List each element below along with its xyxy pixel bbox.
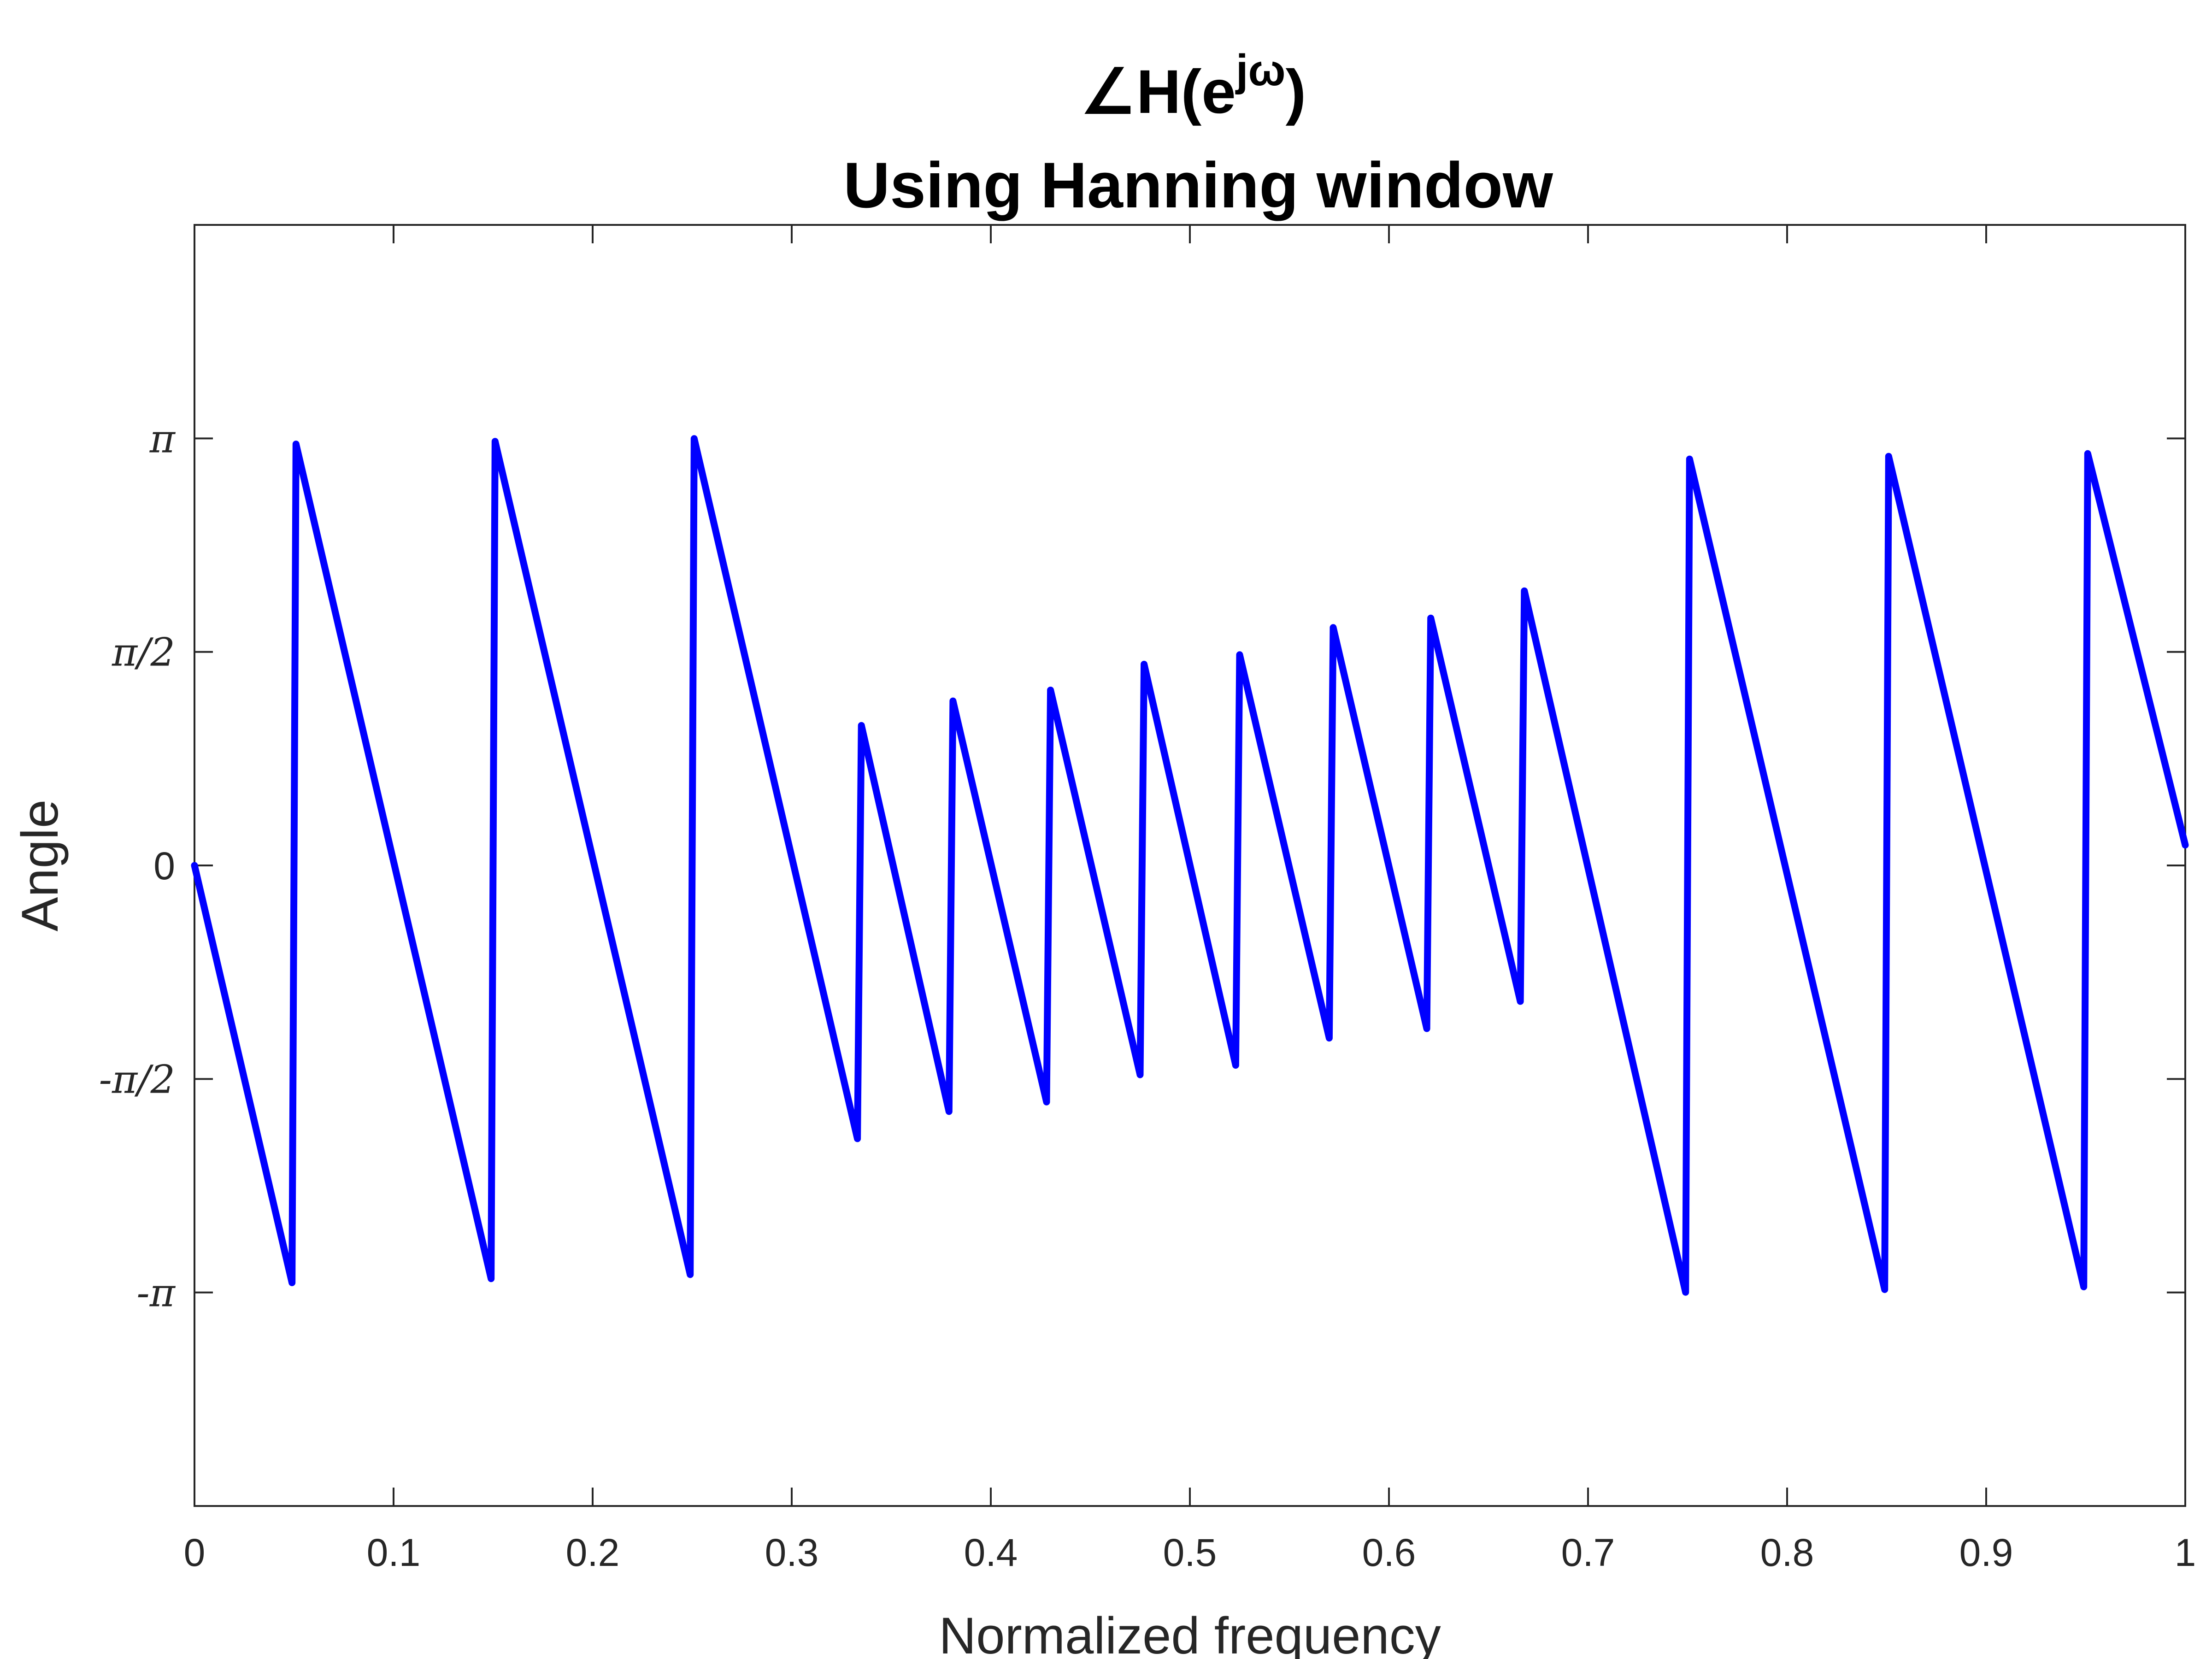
y-tick-label: 0: [153, 844, 175, 888]
y-tick-label: π: [149, 416, 176, 461]
x-tick-label: 1: [2175, 1531, 2196, 1574]
x-tick-label: 0.2: [566, 1531, 620, 1574]
x-tick-label: 0.4: [964, 1531, 1018, 1574]
phase-series-line: [191, 435, 2189, 1296]
chart-title-superscript: jω: [1235, 46, 1286, 95]
x-tick-label: 0.5: [1163, 1531, 1217, 1574]
x-tick-label: 0.7: [1561, 1531, 1615, 1574]
x-tick-label: 0.6: [1362, 1531, 1416, 1574]
x-tick-label: 0.8: [1760, 1531, 1814, 1574]
x-tick-label: 0.9: [1959, 1531, 2013, 1574]
y-tick-label: -π: [136, 1271, 176, 1316]
chart-title-line2: Using Hanning window: [843, 149, 1553, 221]
y-axis-ticks: -π -π/2 0 π/2 π: [99, 416, 2185, 1316]
chart-title-line1: ∠H(ejω): [1081, 46, 1306, 126]
x-tick-label: 0: [184, 1531, 206, 1574]
y-tick-label: -π/2: [99, 1057, 175, 1102]
y-axis-label: Angle: [11, 800, 69, 931]
x-tick-label: 0.3: [765, 1531, 819, 1574]
x-tick-label: 0.1: [367, 1531, 421, 1574]
series-layer: [191, 435, 2189, 1296]
x-axis-label: Normalized frequency: [939, 1607, 1441, 1659]
chart-title-suffix: ): [1286, 58, 1306, 126]
chart-title-prefix: ∠H(e: [1081, 58, 1236, 126]
y-tick-label: π/2: [112, 630, 175, 675]
x-axis-ticks: 0 0.1 0.2 0.3 0.4 0.5 0.6 0.7 0.8 0.9 1: [184, 225, 2196, 1574]
